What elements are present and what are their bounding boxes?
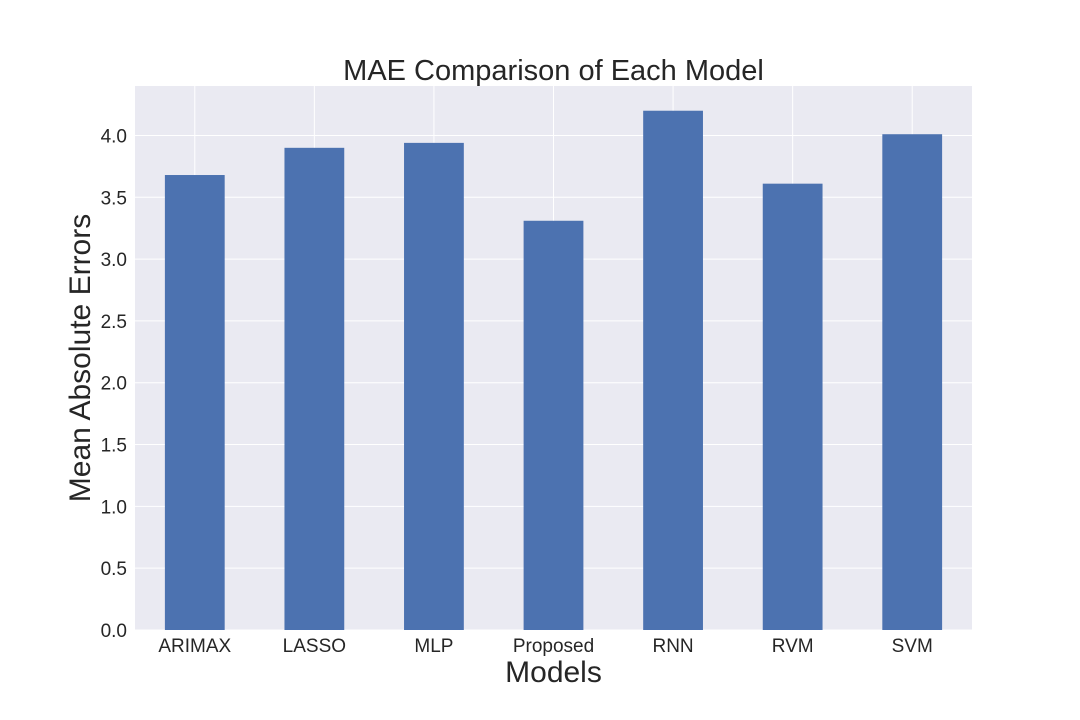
y-tick-label: 0.0 <box>101 621 127 642</box>
y-tick-label: 0.5 <box>101 559 127 580</box>
bars <box>164 110 943 630</box>
y-tick-label: 3.5 <box>101 188 127 209</box>
y-axis-title: Mean Absolute Errors <box>64 214 97 502</box>
bar-lasso <box>284 147 345 630</box>
y-tick-label: 2.5 <box>101 312 127 333</box>
y-tick-label: 4.0 <box>101 126 127 147</box>
bar-proposed <box>523 220 584 630</box>
y-tick-label: 2.0 <box>101 374 127 395</box>
x-tick-label: SVM <box>892 636 933 657</box>
y-axis-ticks: 0.0 0.5 1.0 1.5 2.0 2.5 3.0 3.5 4.0 <box>101 126 127 642</box>
bar-svm <box>882 134 943 630</box>
y-tick-label: 1.5 <box>101 436 127 457</box>
x-tick-label: LASSO <box>283 636 346 657</box>
bar-mlp <box>404 142 464 630</box>
bar-arimax <box>164 175 225 630</box>
bar-rvm <box>762 183 823 630</box>
x-tick-label: Proposed <box>513 636 594 657</box>
x-tick-label: RVM <box>772 636 814 657</box>
chart-title: MAE Comparison of Each Model <box>343 55 764 87</box>
x-axis-ticks: ARIMAX LASSO MLP Proposed RNN RVM SVM <box>158 636 932 657</box>
bar-rnn <box>643 110 703 630</box>
x-tick-label: MLP <box>414 636 453 657</box>
y-tick-label: 3.0 <box>101 250 127 271</box>
x-axis-title: Models <box>505 656 602 689</box>
x-tick-label: ARIMAX <box>158 636 231 657</box>
y-tick-label: 1.0 <box>101 497 127 518</box>
x-tick-label: RNN <box>652 636 693 657</box>
